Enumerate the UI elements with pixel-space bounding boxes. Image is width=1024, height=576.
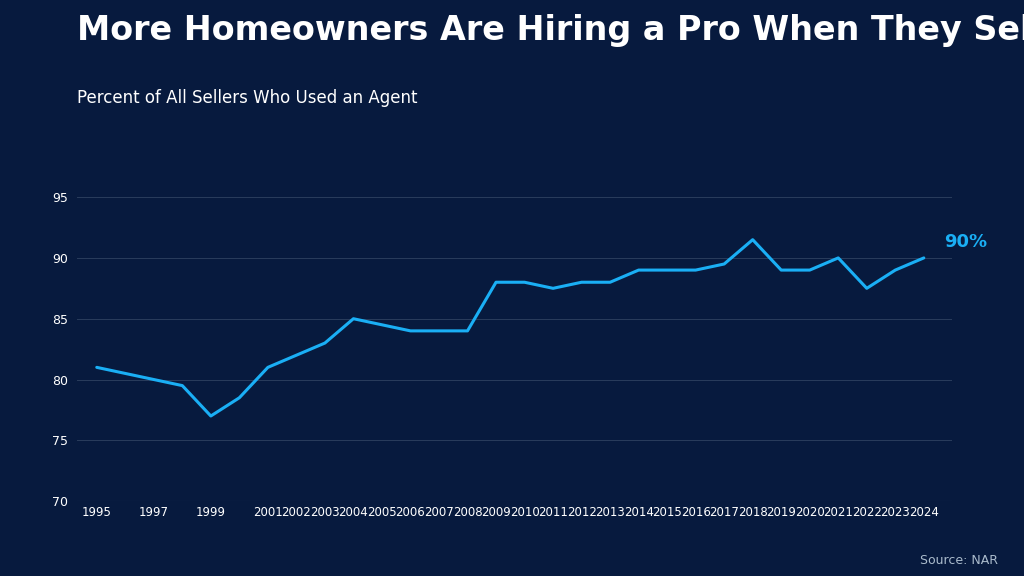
Text: Source: NAR: Source: NAR (921, 554, 998, 567)
Text: Percent of All Sellers Who Used an Agent: Percent of All Sellers Who Used an Agent (77, 89, 418, 107)
Text: More Homeowners Are Hiring a Pro When They Sell: More Homeowners Are Hiring a Pro When Th… (77, 14, 1024, 47)
Text: 90%: 90% (944, 233, 987, 251)
